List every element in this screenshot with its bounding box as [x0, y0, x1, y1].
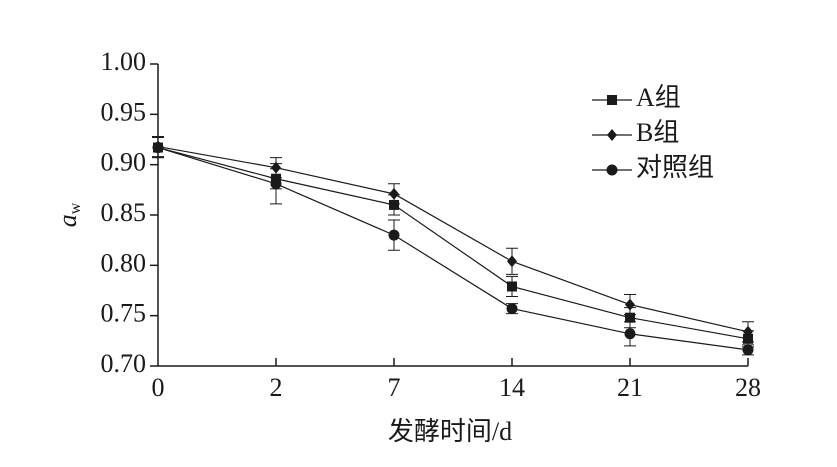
y-tick-label: 0.95	[101, 97, 147, 126]
y-tick-label: 0.75	[101, 299, 147, 328]
data-point	[388, 229, 400, 241]
data-point	[743, 325, 753, 338]
y-tick-label: 0.70	[101, 349, 147, 378]
x-axis-label: 发酵时间/d	[388, 417, 512, 446]
y-tick-label: 0.85	[101, 198, 147, 227]
series-line	[157, 145, 749, 333]
legend-label: A组	[636, 83, 681, 112]
y-axis-label-subscript: w	[67, 202, 84, 214]
x-tick-label: 2	[270, 373, 283, 402]
y-tick-label: 0.90	[101, 148, 147, 177]
data-point	[624, 328, 636, 340]
legend-label: B组	[636, 118, 679, 147]
x-tick-label: 28	[735, 373, 761, 402]
data-point	[742, 344, 754, 356]
data-point	[506, 303, 518, 315]
legend-marker	[607, 129, 617, 141]
data-point	[389, 199, 399, 210]
x-tick-label: 0	[152, 373, 165, 402]
data-point	[625, 298, 635, 311]
data-point	[389, 187, 399, 200]
x-tick-label: 7	[388, 373, 401, 402]
y-tick-label: 1.00	[101, 47, 147, 76]
data-point	[152, 142, 164, 154]
y-axis-label-main: a	[53, 214, 82, 227]
data-point	[625, 312, 635, 323]
data-point	[507, 281, 517, 292]
legend-marker	[607, 95, 617, 105]
x-tick-label: 14	[499, 373, 525, 402]
data-point	[270, 178, 282, 190]
data-point	[507, 255, 517, 268]
y-tick-label: 0.80	[101, 248, 147, 277]
x-tick-label: 21	[617, 373, 643, 402]
legend-marker	[606, 164, 618, 176]
y-axis-label: aw	[53, 202, 84, 227]
series-line	[157, 146, 749, 340]
legend-label: 对照组	[636, 153, 714, 182]
series-line	[157, 146, 749, 351]
